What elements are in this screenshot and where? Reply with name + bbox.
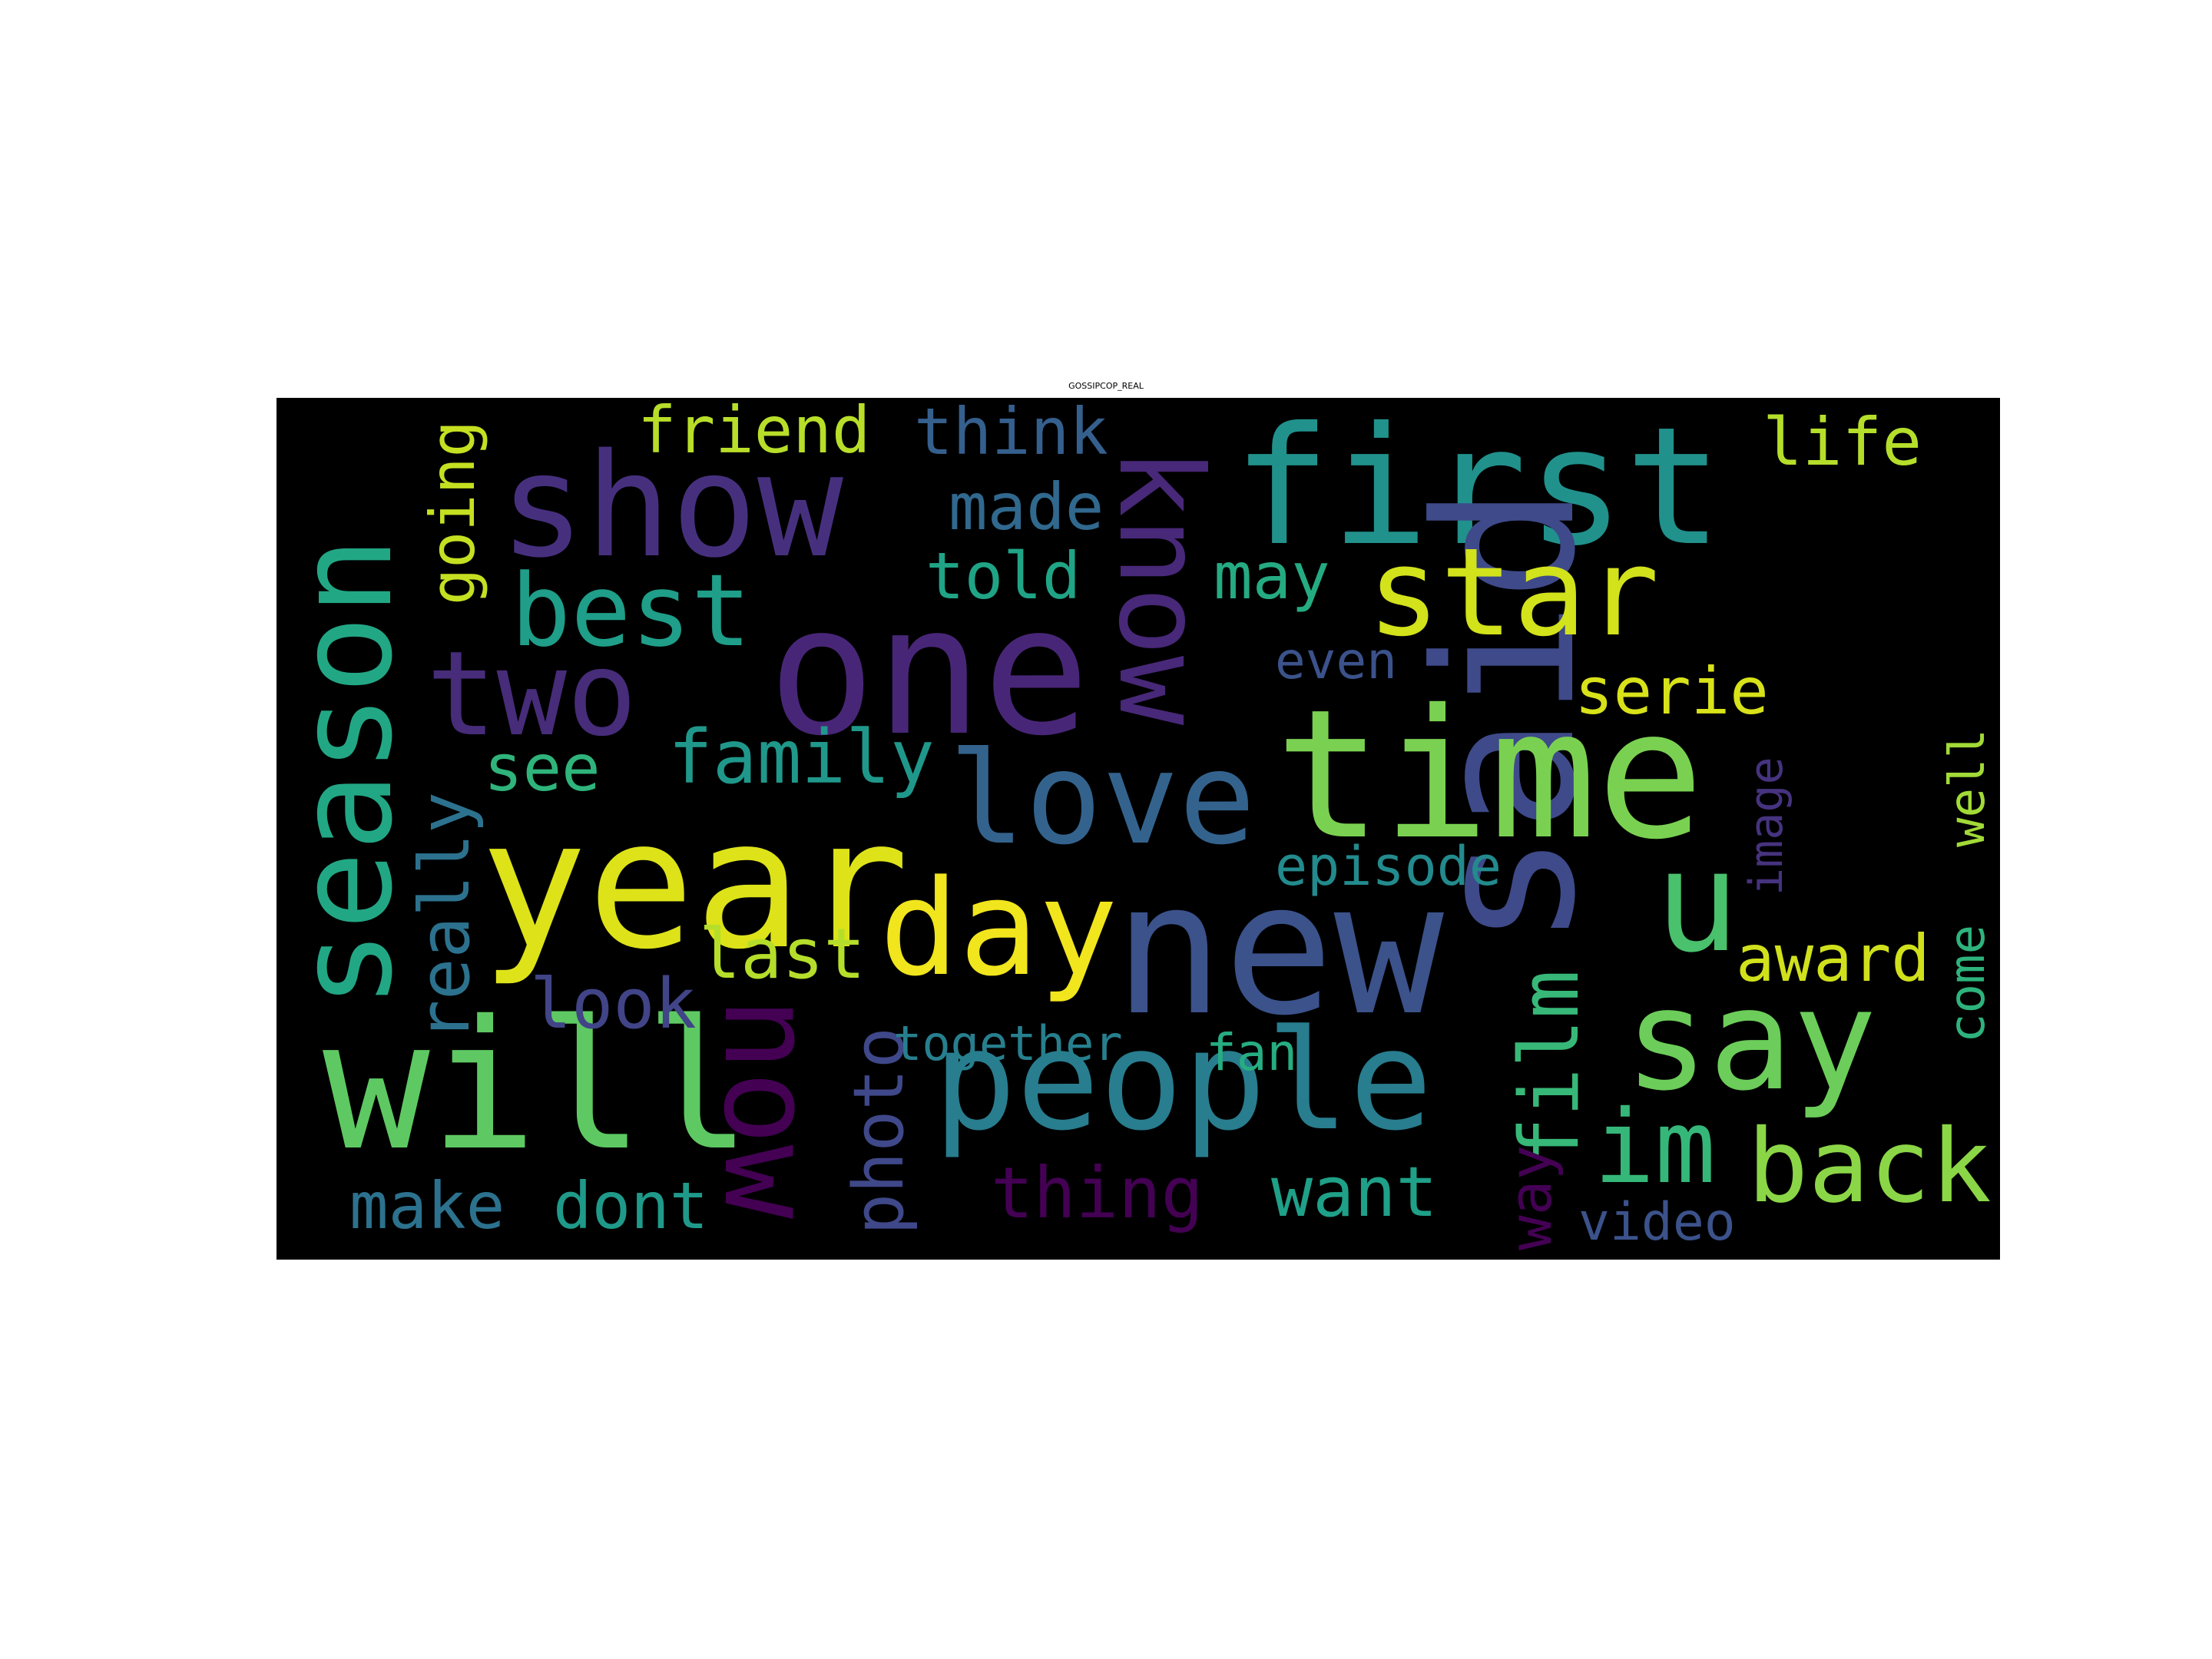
word-well: well — [1939, 728, 1996, 847]
word-first: first — [1233, 398, 1724, 581]
word-thing: thing — [991, 1152, 1204, 1234]
word-last: last — [699, 914, 866, 995]
word-together: together — [893, 1015, 1123, 1071]
word-image: image — [1740, 757, 1793, 896]
word-see: see — [484, 730, 601, 806]
word-cloud: show first said season one know star tim… — [276, 398, 2000, 1260]
word-friend: friend — [637, 398, 871, 468]
word-made: made — [949, 469, 1104, 545]
word-think: think — [914, 398, 1108, 469]
word-life: life — [1763, 404, 1922, 481]
word-im: im — [1594, 1088, 1716, 1207]
word-day: day — [879, 851, 1118, 1005]
word-going: going — [417, 420, 488, 605]
word-will: will — [323, 982, 752, 1190]
word-come: come — [1939, 924, 1996, 1043]
word-video: video — [1578, 1192, 1736, 1253]
word-one: one — [768, 568, 1091, 775]
word-told: told — [926, 538, 1081, 614]
word-look: look — [530, 964, 697, 1045]
word-back: back — [1747, 1108, 1992, 1226]
figure-title: GOSSIPCOP_REAL — [1068, 381, 1144, 391]
word-film: film — [1502, 969, 1597, 1166]
word-may: may — [1214, 538, 1330, 614]
word-season: season — [276, 536, 422, 1008]
word-way: way — [1496, 1144, 1565, 1250]
word-year: year — [480, 781, 909, 988]
word-family: family — [668, 714, 935, 800]
word-two: two — [426, 626, 637, 762]
word-star: star — [1367, 522, 1660, 664]
word-episode: episode — [1275, 835, 1502, 898]
word-fan: fan — [1206, 1023, 1298, 1082]
word-really: really — [405, 791, 485, 1041]
word-now: now — [697, 997, 840, 1219]
word-know: know — [1093, 448, 1227, 726]
word-even: even — [1275, 631, 1397, 690]
word-serie: serie — [1575, 654, 1769, 729]
word-make: make — [349, 1168, 505, 1243]
word-best: best — [511, 552, 752, 669]
word-award: award — [1736, 921, 1930, 996]
word-time: time — [1275, 671, 1704, 879]
word-u: u — [1655, 820, 1740, 983]
word-dont: dont — [553, 1168, 709, 1243]
word-show: show — [499, 422, 843, 589]
word-love: love — [949, 725, 1256, 873]
word-say: say — [1624, 959, 1877, 1121]
word-people: people — [933, 1001, 1433, 1161]
word-new: new — [1114, 843, 1444, 1056]
word-want: want — [1271, 1152, 1438, 1233]
